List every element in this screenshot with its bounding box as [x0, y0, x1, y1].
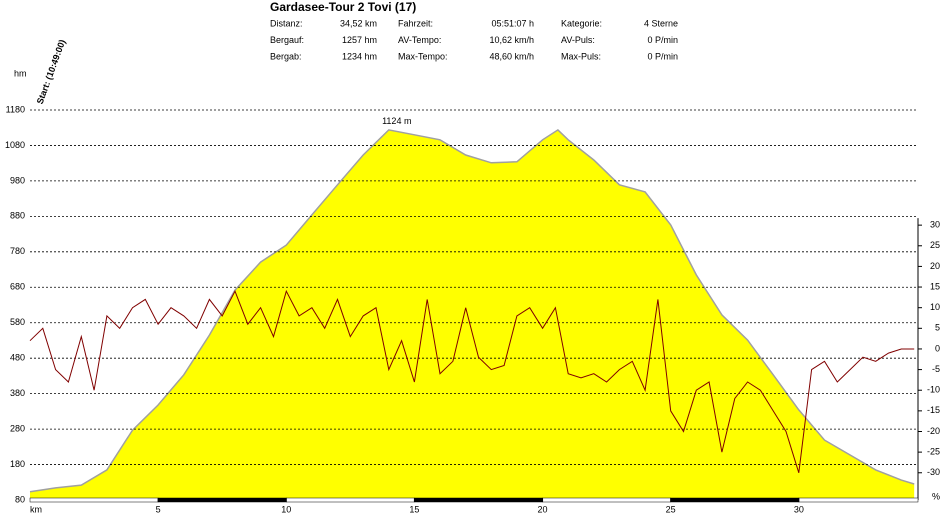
y2-tick-label: 20 — [930, 261, 940, 271]
stat-value: 0 P/min — [647, 35, 678, 45]
y2-tick-label: -5 — [932, 364, 940, 374]
x-tick-label: 15 — [409, 504, 419, 514]
stat-value: 4 Sterne — [644, 18, 678, 28]
axis-bar — [414, 497, 543, 503]
y-tick-label: 380 — [10, 388, 25, 398]
y2-tick-label: -10 — [927, 385, 940, 395]
y-tick-label: 280 — [10, 423, 25, 433]
y2-tick-label: 5 — [935, 323, 940, 333]
y-tick-label: 580 — [10, 317, 25, 327]
stat-label: Max-Tempo: — [398, 51, 448, 61]
axis-bar — [286, 497, 415, 503]
y-tick-label: 180 — [10, 459, 25, 469]
y-tick-label: 880 — [10, 211, 25, 221]
y2-tick-label: -30 — [927, 467, 940, 477]
x-tick-label: 30 — [794, 504, 804, 514]
y2-tick-label: 10 — [930, 302, 940, 312]
stat-value: 34,52 km — [340, 18, 377, 28]
y2-tick-label: 15 — [930, 281, 940, 291]
stat-value: 1234 hm — [342, 51, 377, 61]
y2-tick-label: -20 — [927, 426, 940, 436]
axis-bar — [157, 497, 287, 503]
y2-tick-label: -25 — [927, 447, 940, 457]
stat-label: Fahrzeit: — [398, 18, 433, 28]
area-outline — [29, 128, 915, 493]
stat-value: 05:51:07 h — [491, 18, 534, 28]
x-tick-label: 25 — [666, 504, 676, 514]
x-tick-label: 5 — [156, 504, 161, 514]
stat-value: 1257 hm — [342, 35, 377, 45]
stat-value: 48,60 km/h — [489, 51, 534, 61]
stat-label: AV-Puls: — [561, 35, 595, 45]
stat-label: Bergab: — [270, 51, 302, 61]
axis-bar — [798, 497, 919, 503]
line — [29, 289, 915, 473]
area-fill — [30, 129, 915, 500]
stat-label: Kategorie: — [561, 18, 602, 28]
stat-value: 10,62 km/h — [489, 35, 534, 45]
x-tick-label: 20 — [538, 504, 548, 514]
stat-label: AV-Tempo: — [398, 35, 441, 45]
x-axis-label: km — [30, 504, 42, 514]
stat-label: Distanz: — [270, 18, 303, 28]
y2-tick-label: 30 — [930, 220, 940, 230]
chart-title: Gardasee-Tour 2 Tovi (17) — [270, 0, 416, 14]
axis-bar — [670, 497, 800, 503]
annotation: 1124 m — [382, 116, 411, 126]
y-axis-label: hm — [14, 68, 27, 78]
y-tick-label: 780 — [10, 246, 25, 256]
y-tick-label: 1180 — [6, 104, 25, 114]
y2-tick-label: 25 — [930, 240, 940, 250]
y2-axis-label: % — [932, 491, 940, 501]
y-tick-label: 80 — [15, 494, 25, 504]
x-tick-label: 10 — [281, 504, 291, 514]
stat-label: Bergauf: — [270, 35, 304, 45]
y-tick-label: 480 — [10, 353, 25, 363]
stat-value: 0 P/min — [647, 51, 678, 61]
y-tick-label: 980 — [10, 175, 25, 185]
y2-tick-label: -15 — [927, 405, 940, 415]
y-tick-label: 680 — [10, 282, 25, 292]
axis-bar — [542, 497, 671, 503]
y-tick-label: 1080 — [5, 140, 25, 150]
y2-tick-label: 0 — [935, 343, 940, 353]
axis-bar — [29, 497, 159, 503]
start-label: Start: (10:49:00) — [35, 38, 68, 105]
stat-label: Max-Puls: — [561, 51, 601, 61]
